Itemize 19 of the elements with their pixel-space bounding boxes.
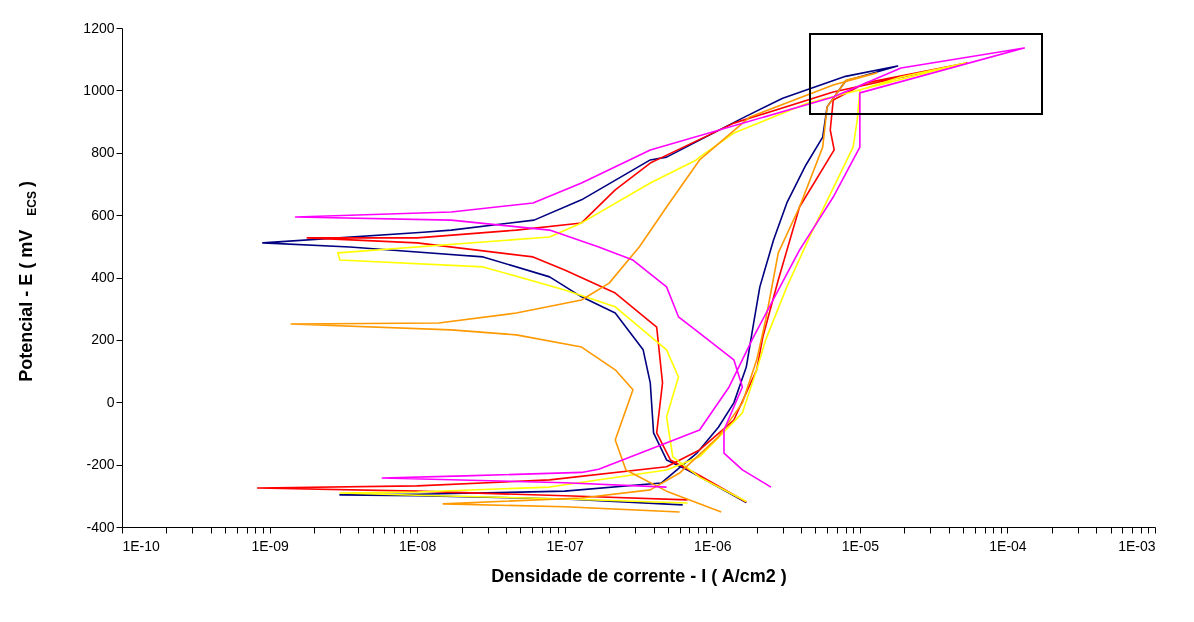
y-tick-label: 400: [91, 269, 115, 285]
y-tick-label: 800: [91, 144, 115, 161]
x-tick-label: 1E-05: [841, 537, 880, 554]
y-axis-title: Potencial - E ( mVECS ): [16, 181, 39, 382]
y-tick-label: -200: [86, 456, 115, 473]
x-axis-title: Densidade de corrente - I ( A/cm2 ): [491, 565, 787, 586]
y-tick-label: 200: [91, 331, 115, 348]
x-tick-label: 1E-07: [546, 537, 585, 554]
x-tick-label: 1E-03: [1118, 537, 1156, 554]
x-tick-label: 1E-06: [694, 537, 732, 554]
x-tick-label: 1E-08: [398, 537, 437, 554]
y-tick-label: 0: [106, 393, 115, 410]
x-tick-label: 1E-09: [251, 537, 289, 554]
x-tick-label: 1E-04: [989, 537, 1027, 554]
y-tick-label: 600: [91, 206, 115, 223]
y-tick-label: 1200: [83, 19, 115, 36]
y-tick-label: 1000: [83, 81, 115, 98]
x-tick-label: 1E-10: [122, 537, 161, 554]
y-tick-label: -400: [86, 518, 115, 535]
